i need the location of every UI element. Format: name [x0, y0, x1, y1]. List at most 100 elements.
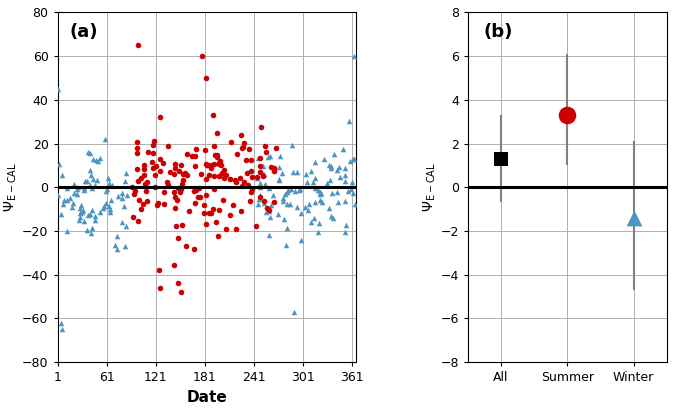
Point	[210, 152, 221, 159]
Point	[131, 144, 142, 151]
Point	[255, 184, 265, 191]
Point	[260, 143, 271, 149]
Point	[202, 162, 213, 168]
Point	[194, 185, 204, 191]
Point	[99, 202, 110, 209]
Point	[139, 181, 150, 188]
Point	[131, 166, 142, 173]
Point	[87, 224, 97, 231]
Point	[170, 165, 181, 171]
Point	[274, 176, 284, 182]
Point	[141, 178, 152, 185]
Point	[148, 165, 158, 171]
Point	[174, 189, 185, 196]
Point	[238, 179, 249, 186]
Point	[209, 143, 219, 149]
Point	[85, 210, 95, 217]
Point	[216, 170, 227, 176]
Point	[333, 198, 344, 205]
Point	[169, 262, 179, 269]
Point	[79, 187, 89, 193]
Point	[88, 176, 99, 182]
Point	[205, 164, 216, 171]
Point	[85, 150, 95, 156]
Point	[282, 188, 292, 195]
Point	[169, 204, 180, 211]
Point	[74, 213, 85, 220]
Point	[177, 181, 188, 188]
Point	[310, 158, 321, 165]
Point	[79, 218, 89, 224]
Point	[260, 209, 271, 215]
Point	[192, 193, 203, 200]
Point	[75, 202, 86, 208]
Point	[179, 169, 190, 176]
Y-axis label: $\Psi_{\rm E-CAL}$: $\Psi_{\rm E-CAL}$	[3, 162, 19, 212]
Point	[190, 163, 201, 170]
Point	[227, 202, 238, 208]
Point	[188, 245, 199, 252]
Point	[103, 174, 114, 181]
Point	[250, 223, 261, 230]
Point	[255, 155, 266, 162]
Point	[173, 185, 183, 191]
Point	[195, 171, 206, 178]
Point	[169, 170, 179, 177]
Point	[170, 160, 181, 167]
Point	[162, 143, 173, 150]
Point	[326, 164, 336, 171]
Point	[56, 319, 66, 326]
Point	[220, 172, 231, 178]
Point	[178, 176, 189, 183]
Point	[88, 156, 99, 162]
Point	[91, 157, 102, 164]
Point	[197, 53, 208, 59]
Point	[65, 194, 76, 201]
Point	[244, 198, 255, 204]
Point	[246, 188, 257, 195]
Point	[162, 182, 173, 188]
Point	[132, 139, 143, 146]
Point	[313, 186, 324, 193]
Point	[273, 177, 284, 183]
Point	[259, 200, 269, 206]
Point	[340, 171, 351, 178]
Point	[335, 174, 346, 181]
Point	[133, 177, 144, 184]
Point	[112, 233, 123, 239]
Point	[204, 209, 215, 216]
Point	[206, 162, 217, 169]
Point	[201, 192, 212, 198]
Point	[213, 173, 224, 180]
Point	[86, 230, 97, 236]
Point	[77, 207, 88, 213]
Point	[265, 214, 276, 220]
Point	[259, 181, 270, 187]
Point	[280, 191, 290, 197]
Point	[226, 139, 237, 146]
Point	[74, 210, 85, 216]
Point	[89, 213, 100, 219]
Point	[150, 183, 160, 190]
Point	[255, 180, 265, 186]
Point	[158, 160, 169, 166]
Point	[211, 130, 222, 136]
Point	[318, 156, 329, 163]
Point	[259, 171, 270, 178]
Point	[58, 201, 68, 207]
Point	[172, 196, 183, 203]
Point	[224, 211, 235, 218]
Point	[263, 208, 274, 215]
Point	[294, 186, 305, 192]
Point	[82, 178, 93, 185]
Point	[159, 201, 170, 208]
Point	[246, 167, 257, 174]
Point	[194, 194, 205, 201]
Point	[341, 222, 351, 229]
Point	[141, 188, 152, 194]
Point	[288, 169, 299, 176]
Point	[314, 190, 325, 197]
Point	[343, 187, 353, 194]
Point	[275, 153, 286, 159]
Point	[150, 172, 161, 178]
